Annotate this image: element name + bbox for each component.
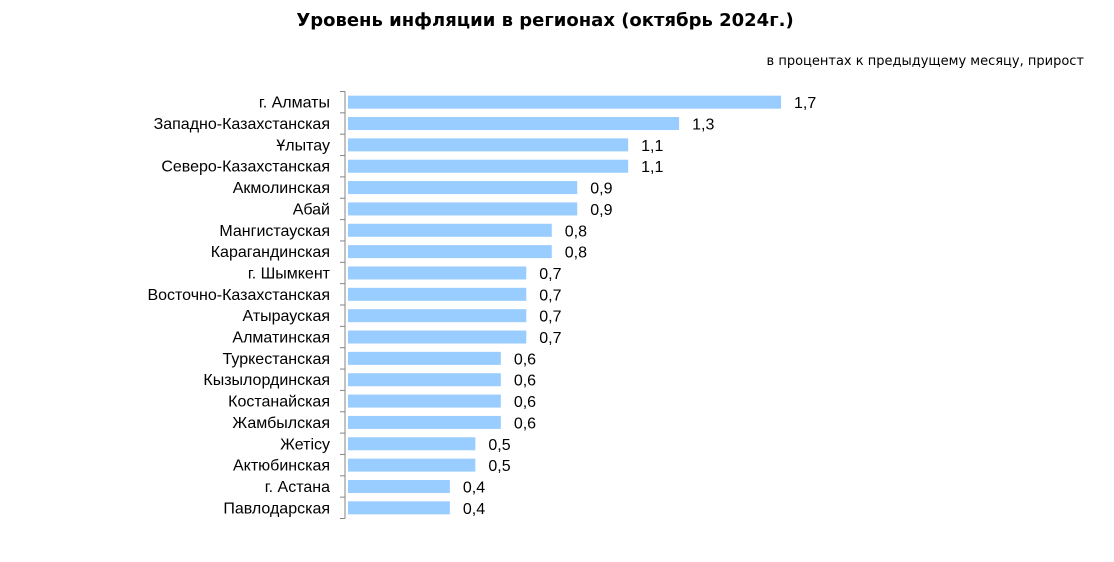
category-label: Актюбинская [233,458,330,475]
category-label: Алматинская [232,330,330,347]
bar [348,181,578,195]
bar [348,223,552,237]
data-label: 0,7 [539,309,561,326]
category-label: Акмолинская [233,180,330,197]
bar [348,159,629,173]
bar [348,373,501,387]
bar [348,394,501,408]
bars-layer [348,95,781,515]
category-label: Западно-Казахстанская [154,116,330,133]
bar [348,95,781,109]
bar [348,309,527,323]
category-axis [340,91,346,519]
data-label: 0,6 [514,394,536,411]
bar [348,138,629,152]
data-label: 0,6 [514,373,536,390]
bar [348,415,501,429]
labels-layer: г. Алматы 1,7 Западно-Казахстанская 1,3 Ұлыт… [147,95,816,518]
category-label: Карагандинская [211,244,330,261]
category-label: Костанайская [228,394,330,411]
data-label: 0,6 [514,351,536,368]
bar [348,266,527,280]
category-label: Северо-Казахстанская [161,159,330,176]
data-label: 0,9 [590,181,612,198]
data-label: 0,4 [463,479,485,496]
category-label: Жетісу [280,436,330,453]
data-label: 0,5 [488,458,510,475]
data-label: 0,7 [539,287,561,304]
data-label: 0,4 [463,501,485,518]
category-label: Мангистауская [219,223,330,240]
data-label: 0,7 [539,266,561,283]
data-label: 1,7 [794,95,816,112]
bar [348,458,476,472]
data-label: 1,1 [641,159,663,176]
category-label: г. Шымкент [248,265,331,282]
bar [348,245,552,259]
category-label: Восточно-Казахстанская [147,287,330,304]
bar [348,479,450,493]
data-label: 0,6 [514,415,536,432]
bar [348,117,680,131]
data-label: 0,5 [488,437,510,454]
category-label: Абай [293,201,330,218]
data-label: 1,3 [692,117,714,134]
data-label: 1,1 [641,138,663,155]
category-label: г. Алматы [259,95,330,112]
bar [348,437,476,451]
category-label: Павлодарская [223,500,330,517]
bar [348,351,501,365]
category-label: г. Астана [265,479,330,496]
category-label: Ұлытау [276,137,330,154]
data-label: 0,9 [590,202,612,219]
category-label: Кызылординская [203,372,330,389]
chart-subtitle: в процентах к предыдущему месяцу, прирос… [766,54,1084,69]
category-label: Туркестанская [223,351,330,368]
data-label: 0,7 [539,330,561,347]
bar [348,287,527,301]
bar [348,202,578,216]
category-label: Атырауская [243,308,331,325]
data-label: 0,8 [565,245,587,262]
bar [348,501,450,515]
bar [348,330,527,344]
data-label: 0,8 [565,223,587,240]
category-label: Жамбылская [232,415,330,432]
chart-title: Уровень инфляции в регионах (октябрь 202… [296,10,794,31]
